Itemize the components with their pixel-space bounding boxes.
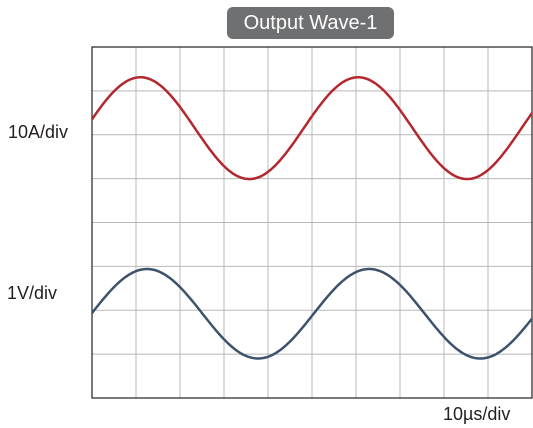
- time-scale-label: 10µs/div: [443, 404, 511, 424]
- grid-lines: [92, 47, 532, 398]
- current-waveform: [90, 76, 533, 181]
- title-badge: Output Wave-1: [227, 7, 394, 39]
- voltage-waveform: [91, 267, 533, 360]
- voltage-scale-label: 1V/div: [7, 283, 58, 303]
- scope-frame: [91, 46, 533, 399]
- current-scale-label: 10A/div: [8, 122, 69, 142]
